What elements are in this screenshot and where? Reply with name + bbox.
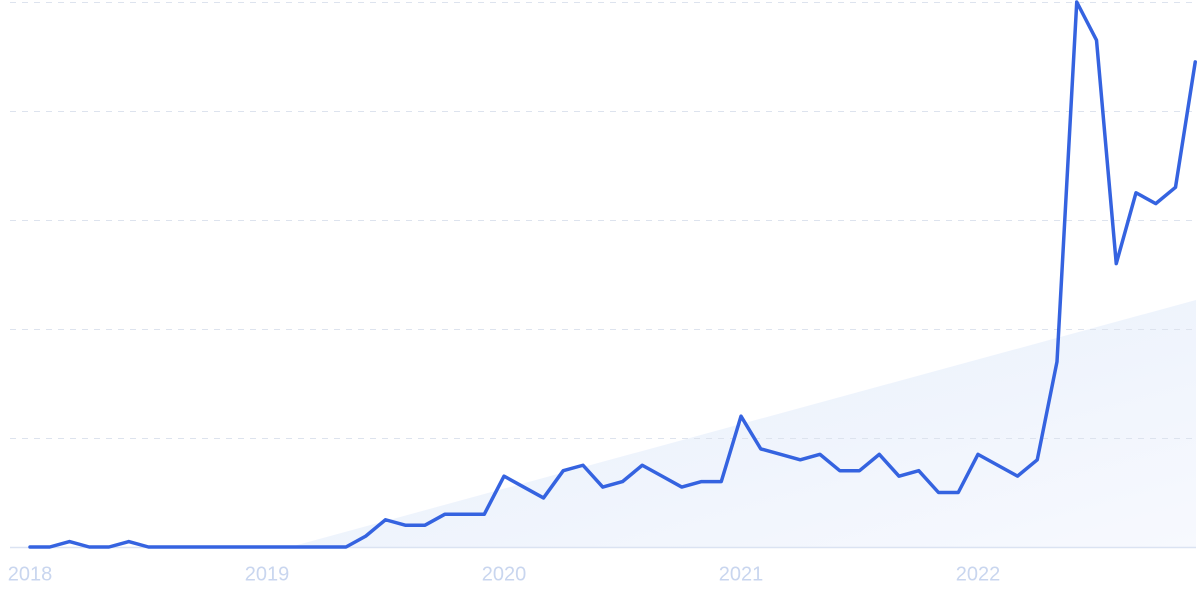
x-tick-label: 2021	[719, 563, 764, 585]
x-tick-label: 2018	[8, 563, 53, 585]
trend-area	[290, 300, 1196, 547]
x-tick-label: 2020	[482, 563, 527, 585]
marks: 2018 2019 2020 2021 2022	[8, 0, 1197, 585]
x-tick-label: 2022	[956, 563, 1001, 585]
trend-line	[28, 0, 1197, 549]
x-tick-label: 2019	[245, 563, 290, 585]
